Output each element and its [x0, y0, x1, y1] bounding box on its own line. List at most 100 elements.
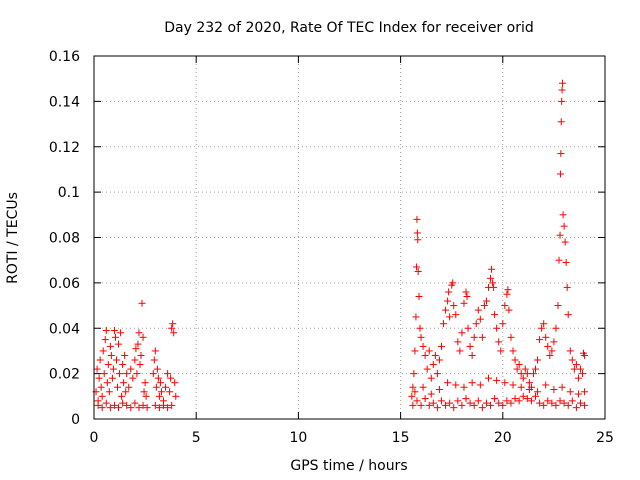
data-point [507, 399, 515, 407]
data-point [413, 397, 421, 405]
data-point [487, 401, 495, 409]
data-point [106, 404, 114, 412]
data-point [138, 299, 146, 307]
data-point [460, 383, 468, 391]
data-point [552, 401, 560, 409]
data-point [136, 361, 144, 369]
data-point [153, 365, 161, 373]
data-point [106, 342, 114, 350]
data-point [414, 268, 422, 276]
data-point [444, 379, 452, 387]
data-point [538, 324, 546, 332]
data-point [449, 279, 457, 287]
data-points [92, 79, 589, 412]
data-point [96, 356, 104, 364]
data-point [568, 356, 576, 364]
y-tick-label: 0.14 [49, 94, 80, 110]
data-point [127, 404, 135, 412]
data-point [110, 327, 118, 335]
data-point [458, 329, 466, 337]
data-point [556, 231, 564, 239]
data-point [525, 379, 533, 387]
data-point [118, 392, 126, 400]
data-point [468, 379, 476, 387]
data-point [115, 404, 123, 412]
data-point [412, 313, 420, 321]
data-point [152, 383, 160, 391]
data-point [466, 399, 474, 407]
data-point [102, 327, 110, 335]
data-point [497, 347, 505, 355]
data-point [416, 324, 424, 332]
data-point [460, 299, 468, 307]
data-point [576, 365, 584, 373]
data-point [487, 274, 495, 282]
y-axis-label: ROTI / TECUs [5, 192, 21, 284]
data-point [491, 395, 499, 403]
data-point [415, 292, 423, 300]
data-point [488, 265, 496, 273]
data-point [98, 404, 106, 412]
data-point [527, 397, 535, 405]
data-point [566, 347, 574, 355]
data-point [172, 392, 180, 400]
data-point [556, 397, 564, 405]
data-point [466, 342, 474, 350]
data-point [413, 263, 421, 271]
data-point [503, 397, 511, 405]
data-point [437, 342, 445, 350]
data-point [132, 345, 140, 353]
data-point [97, 383, 105, 391]
data-point [493, 324, 501, 332]
data-point [452, 311, 460, 319]
data-point [167, 374, 175, 382]
data-point [519, 392, 527, 400]
x-tick-label: 0 [90, 430, 99, 446]
data-point [554, 302, 562, 310]
data-point [532, 365, 540, 373]
data-point [581, 401, 589, 409]
data-point [435, 356, 443, 364]
y-tick-label: 0.08 [49, 231, 80, 247]
data-point [143, 404, 151, 412]
data-point [120, 379, 128, 387]
data-point [557, 150, 565, 158]
data-point [511, 395, 519, 403]
data-point [511, 356, 519, 364]
data-point [425, 401, 433, 409]
data-point [417, 333, 425, 341]
data-point [505, 306, 513, 314]
data-point [456, 347, 464, 355]
data-point [108, 374, 116, 382]
data-point [127, 365, 135, 373]
y-tick-label: 0.1 [58, 185, 80, 201]
data-point [491, 311, 499, 319]
data-point [515, 361, 523, 369]
data-point [552, 324, 560, 332]
data-point [151, 347, 159, 355]
data-point [542, 333, 550, 341]
data-point [102, 399, 110, 407]
data-point [440, 320, 448, 328]
data-point [564, 401, 572, 409]
data-point [523, 370, 531, 378]
data-point [525, 386, 533, 394]
data-point [558, 86, 566, 94]
data-point [155, 404, 163, 412]
data-point [507, 333, 515, 341]
data-point [462, 288, 470, 296]
data-point [93, 365, 101, 373]
y-tick-label: 0.02 [49, 367, 80, 383]
data-point [114, 383, 122, 391]
data-point [534, 388, 542, 396]
data-point [159, 401, 167, 409]
data-point [105, 388, 113, 396]
data-point [478, 333, 486, 341]
data-point [472, 320, 480, 328]
data-point [444, 297, 452, 305]
data-point [474, 397, 482, 405]
data-point [478, 404, 486, 412]
data-point [499, 401, 507, 409]
data-point [427, 374, 435, 382]
data-point [99, 347, 107, 355]
